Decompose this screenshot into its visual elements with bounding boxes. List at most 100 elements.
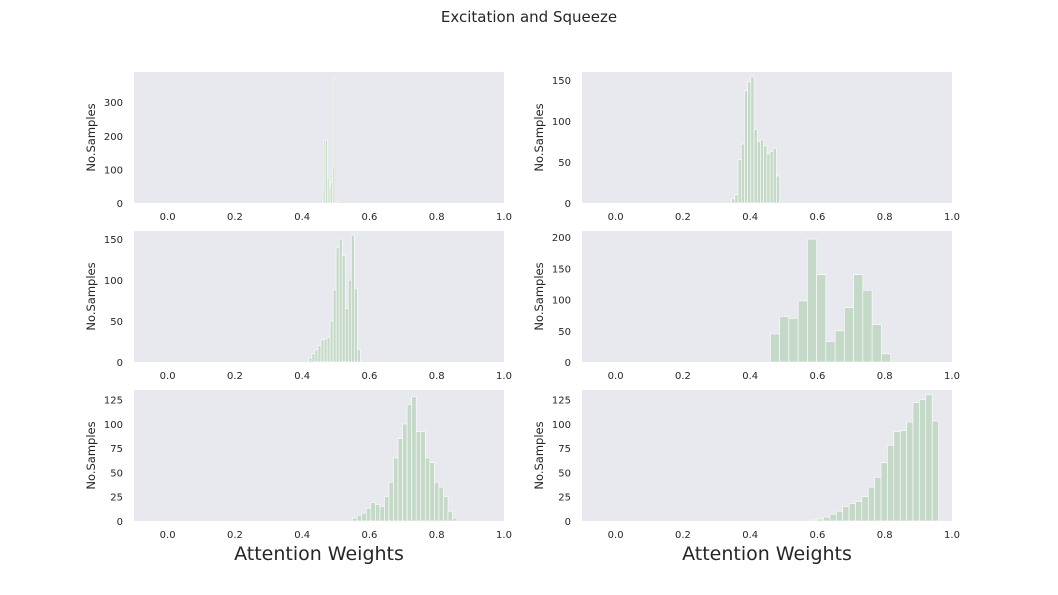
y-tick-label: 150 bbox=[552, 264, 571, 275]
histogram-bar bbox=[816, 274, 827, 363]
histogram-bar bbox=[314, 349, 319, 363]
y-axis-label: No.Samples bbox=[532, 103, 546, 171]
histogram-bar bbox=[880, 462, 888, 522]
y-tick-label: 50 bbox=[558, 158, 571, 169]
x-tick-label: 0.8 bbox=[429, 212, 445, 223]
histogram-bar bbox=[375, 504, 381, 522]
histogram-bar bbox=[447, 510, 453, 522]
y-tick-label: 0 bbox=[117, 199, 123, 210]
histogram-bar bbox=[853, 274, 864, 363]
x-tick-label: 0.0 bbox=[608, 371, 624, 382]
histogram-bar bbox=[406, 404, 412, 522]
histogram-bar bbox=[335, 247, 340, 363]
x-tick-label: 0.2 bbox=[227, 212, 243, 223]
histogram-bar bbox=[810, 519, 818, 522]
histogram-bar bbox=[899, 430, 907, 522]
histogram-bar bbox=[356, 514, 363, 522]
y-tick-label: 200 bbox=[552, 233, 571, 244]
x-tick-label: 0.6 bbox=[810, 371, 826, 382]
histogram-bar bbox=[844, 307, 854, 363]
histogram-bar bbox=[354, 288, 358, 363]
x-tick-label: 0.6 bbox=[362, 530, 378, 541]
x-tick-label: 0.6 bbox=[362, 212, 378, 223]
y-tick-label: 75 bbox=[558, 444, 571, 455]
histogram-bar bbox=[734, 194, 739, 204]
y-axis-label: No.Samples bbox=[84, 262, 98, 330]
y-tick-label: 25 bbox=[110, 493, 123, 504]
y-tick-label: 125 bbox=[104, 396, 123, 407]
y-tick-label: 75 bbox=[110, 444, 123, 455]
x-tick-label: 1.0 bbox=[496, 371, 512, 382]
y-tick-label: 0 bbox=[117, 517, 123, 528]
y-tick-label: 150 bbox=[104, 235, 123, 246]
histogram-bar bbox=[429, 462, 435, 522]
histogram-bar bbox=[855, 501, 863, 522]
x-tick-label: 1.0 bbox=[496, 530, 512, 541]
y-tick-label: 100 bbox=[552, 296, 571, 307]
histogram-bar bbox=[415, 431, 422, 522]
histogram-bar bbox=[906, 421, 914, 522]
histogram-bar bbox=[434, 481, 440, 522]
histogram-bar bbox=[438, 486, 444, 522]
y-tick-label: 100 bbox=[104, 420, 123, 431]
histogram-bar bbox=[862, 289, 873, 363]
histogram-bar bbox=[411, 396, 417, 522]
histogram-bar bbox=[308, 357, 313, 363]
histogram-bar bbox=[769, 151, 774, 204]
histogram-bar bbox=[420, 431, 426, 522]
y-axis-label: No.Samples bbox=[84, 421, 98, 489]
y-tick-label: 0 bbox=[565, 358, 571, 369]
x-tick-label: 1.0 bbox=[496, 212, 512, 223]
histogram-bar bbox=[760, 139, 764, 204]
histogram-bar bbox=[893, 431, 901, 522]
histogram-bar bbox=[402, 423, 408, 522]
histogram-bar bbox=[332, 289, 337, 363]
histogram-bar bbox=[350, 234, 355, 363]
x-tick-label: 0.8 bbox=[429, 371, 445, 382]
x-tick-label: 0.0 bbox=[160, 530, 176, 541]
panel-5-background bbox=[134, 390, 504, 521]
histogram-bar bbox=[874, 477, 882, 522]
histogram-bar bbox=[807, 238, 817, 363]
histogram-bar bbox=[311, 353, 316, 363]
x-tick-label: 0.2 bbox=[675, 212, 691, 223]
histogram-bar bbox=[329, 320, 334, 363]
histogram-bar bbox=[344, 308, 349, 363]
histogram-bar bbox=[388, 481, 394, 522]
histogram-bar bbox=[731, 198, 736, 204]
histogram-bar bbox=[361, 512, 367, 522]
histogram-bar bbox=[341, 255, 346, 363]
histogram-bar bbox=[919, 399, 927, 522]
histogram-bar bbox=[338, 238, 343, 363]
histogram-bar bbox=[763, 145, 768, 204]
panel-4-background bbox=[582, 231, 952, 362]
x-tick-label: 1.0 bbox=[944, 212, 960, 223]
y-tick-label: 200 bbox=[104, 132, 123, 143]
y-tick-label: 0 bbox=[565, 517, 571, 528]
histogram-bar bbox=[861, 496, 869, 522]
histogram-bar bbox=[779, 316, 790, 363]
histogram-bar bbox=[737, 159, 742, 204]
histogram-bar bbox=[452, 517, 458, 522]
x-tick-label: 0.8 bbox=[429, 530, 445, 541]
x-tick-label: 0.4 bbox=[742, 212, 758, 223]
histogram-bar bbox=[925, 394, 933, 522]
histogram-bar bbox=[825, 341, 836, 363]
histogram-bar bbox=[756, 141, 761, 204]
x-tick-label: 0.0 bbox=[160, 212, 176, 223]
x-tick-label: 0.4 bbox=[294, 212, 310, 223]
x-tick-label: 0.8 bbox=[877, 212, 893, 223]
histogram-bar bbox=[357, 349, 361, 363]
y-tick-label: 50 bbox=[110, 468, 123, 479]
x-tick-label: 0.0 bbox=[608, 212, 624, 223]
y-axis-label: No.Samples bbox=[84, 103, 98, 171]
histogram-bar bbox=[424, 457, 431, 522]
x-tick-label: 0.2 bbox=[227, 530, 243, 541]
histogram-bar bbox=[325, 140, 328, 204]
x-axis-label: Attention Weights bbox=[682, 543, 852, 565]
x-tick-label: 0.0 bbox=[608, 530, 624, 541]
panel-1-background bbox=[134, 72, 504, 203]
x-tick-label: 1.0 bbox=[944, 371, 960, 382]
x-tick-label: 0.4 bbox=[294, 530, 310, 541]
x-tick-label: 0.4 bbox=[742, 530, 758, 541]
